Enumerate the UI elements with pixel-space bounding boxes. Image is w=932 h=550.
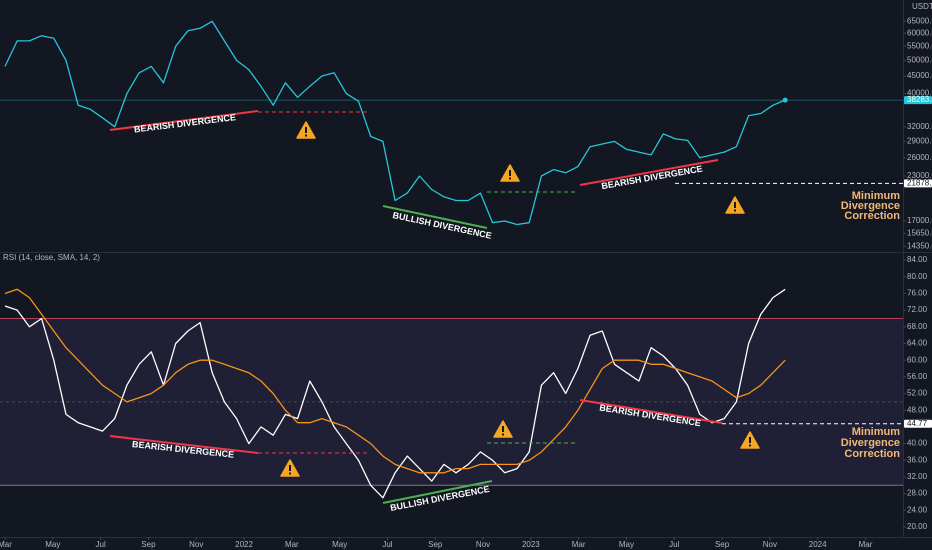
y-tick-label: 29000.00 xyxy=(907,137,932,146)
y-tick-label: 72.00 xyxy=(907,305,928,314)
y-tick-label: 40.00 xyxy=(907,439,928,448)
x-tick-label: Jul xyxy=(96,540,106,549)
x-tick-label: Jul xyxy=(382,540,392,549)
note-line: Minimum xyxy=(852,426,900,438)
x-tick-label: Nov xyxy=(189,540,203,549)
y-tick-label: 24.00 xyxy=(907,505,928,514)
y-tick-label: 45000.00 xyxy=(907,71,932,80)
y-tick-label: 26000.00 xyxy=(907,153,932,162)
note-line: Correction xyxy=(844,448,900,460)
y-tick-label: 55000.00 xyxy=(907,41,932,50)
x-tick-label: Mar xyxy=(859,540,873,549)
x-tick-label: Mar xyxy=(0,540,12,549)
y-tick-label: 65000.00 xyxy=(907,16,932,25)
y-tick-label: 56.00 xyxy=(907,372,928,381)
indicator-title: RSI (14, close, SMA, 14, 2) xyxy=(3,253,100,262)
x-tick-label: Jul xyxy=(669,540,679,549)
divergence-line xyxy=(579,159,719,186)
y-tick-label: 32.00 xyxy=(907,472,928,481)
y-tick-label: 80.00 xyxy=(907,272,928,281)
y-tick-label: 17000.00 xyxy=(907,216,932,225)
divergence-line xyxy=(109,110,259,131)
x-tick-label: 2024 xyxy=(809,540,827,549)
divergence-line xyxy=(109,435,259,454)
y-tick-label: 68.00 xyxy=(907,322,928,331)
x-tick-label: May xyxy=(332,540,347,549)
last-price-label: 38283.04 xyxy=(907,95,932,104)
note-line: Divergence xyxy=(841,200,900,212)
series-line xyxy=(4,288,786,474)
x-tick-label: Nov xyxy=(476,540,490,549)
x-tick-label: May xyxy=(619,540,634,549)
note-line: Correction xyxy=(844,210,900,222)
level-tag-label: 21878.56 xyxy=(907,179,932,188)
y-tick-label: 23000.00 xyxy=(907,171,932,180)
x-tick-label: 2023 xyxy=(522,540,540,549)
y-tick-label: 32000.00 xyxy=(907,122,932,131)
divergence-line xyxy=(382,205,488,229)
y-tick-label: 60000.00 xyxy=(907,28,932,37)
y-tick-label: 76.00 xyxy=(907,289,928,298)
x-tick-label: 2022 xyxy=(235,540,253,549)
currency-label: USDT xyxy=(912,2,932,11)
y-tick-label: 52.00 xyxy=(907,389,928,398)
note-line: Minimum xyxy=(852,190,900,202)
y-tick-label: 84.00 xyxy=(907,255,928,264)
level-tag-label: 44.77 xyxy=(907,419,928,428)
y-tick-label: 20.00 xyxy=(907,522,928,531)
y-tick-label: 15650.00 xyxy=(907,228,932,237)
y-tick-label: 14350.00 xyxy=(907,241,932,250)
y-tick-label: 40000.00 xyxy=(907,89,932,98)
series-line xyxy=(4,20,786,226)
x-tick-label: Sep xyxy=(428,540,443,549)
y-tick-label: 48.00 xyxy=(907,405,928,414)
level-tag xyxy=(904,419,932,428)
last-point xyxy=(782,97,788,103)
x-tick-label: Nov xyxy=(763,540,777,549)
x-tick-label: Mar xyxy=(572,540,586,549)
divergence-line xyxy=(382,480,493,504)
x-tick-label: Sep xyxy=(141,540,156,549)
series-line xyxy=(4,288,786,499)
level-tag xyxy=(904,179,932,188)
y-tick-label: 36.00 xyxy=(907,455,928,464)
y-tick-label: 50000.00 xyxy=(907,55,932,64)
x-tick-label: May xyxy=(45,540,60,549)
x-tick-label: Sep xyxy=(715,540,730,549)
y-tick-label: 64.00 xyxy=(907,339,928,348)
x-tick-label: Mar xyxy=(285,540,299,549)
y-tick-label: 28.00 xyxy=(907,489,928,498)
note-line: Divergence xyxy=(841,437,900,449)
last-price-tag xyxy=(904,96,932,105)
y-tick-label: 60.00 xyxy=(907,355,928,364)
divergence-line xyxy=(579,399,723,424)
